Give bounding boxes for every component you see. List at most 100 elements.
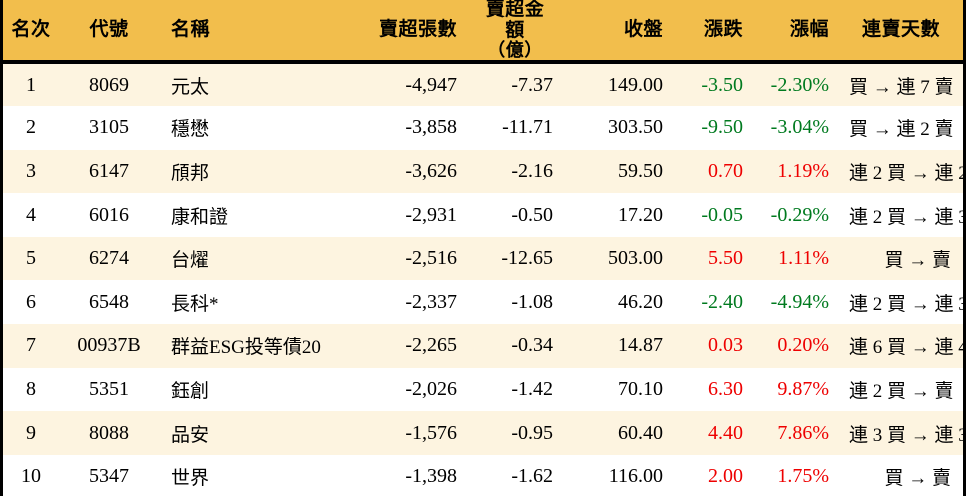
cell-volume: -2,516	[405, 247, 457, 270]
cell-close: 149.00	[608, 73, 663, 96]
cell-name: 穩懋	[171, 119, 210, 141]
cell-amount: -7.37	[511, 73, 553, 96]
cell-code: 6016	[89, 203, 129, 226]
cell-close: 116.00	[608, 465, 663, 488]
cell-change: -3.50	[701, 73, 743, 96]
header-row: 名次 代號 名稱 賣超張數 賣超金額 （億） 收盤 漲跌 漲幅 連賣天數	[3, 0, 963, 65]
cell-close: 303.50	[608, 116, 663, 139]
cell-days: 連 2 買 → 連 3 賣	[849, 293, 966, 315]
table-body: 1 8069 元太 -4,947 -7.37 149.00 -3.50 -2.30% 買 → 連…	[3, 62, 966, 498]
cell-code: 00937B	[77, 334, 141, 357]
table-row[interactable]: 3 6147 頎邦 -3,626 -2.16 59.50 0.70 1.19% 連 2 買 → …	[3, 149, 966, 194]
cell-name: 群益ESG投等債20	[171, 337, 321, 359]
table-row[interactable]: 5 6274 台燿 -2,516 -12.65 503.00 5.50 1.11% 買 → 賣	[3, 236, 963, 281]
cell-amount: -1.42	[511, 377, 553, 400]
cell-close: 60.40	[618, 421, 663, 444]
column-header-code: 代號	[65, 0, 153, 65]
cell-days: 買 → 賣	[884, 468, 951, 490]
cell-name: 世界	[171, 468, 210, 490]
cell-amount: -2.16	[511, 159, 553, 182]
cell-code: 6548	[89, 290, 129, 313]
cell-days: 連 3 買 → 連 3 賣	[849, 424, 966, 446]
cell-change-pct: -2.30%	[770, 73, 829, 96]
cell-rank: 6	[26, 290, 36, 313]
table-row[interactable]: 1 8069 元太 -4,947 -7.37 149.00 -3.50 -2.30% 買 → 連…	[3, 62, 963, 107]
cell-volume: -2,026	[405, 377, 457, 400]
cell-days: 連 2 買 → 連 3 賣	[849, 206, 966, 228]
cell-change-pct: 7.86%	[777, 421, 829, 444]
cell-amount: -1.62	[511, 465, 553, 488]
table-row[interactable]: 9 8088 品安 -1,576 -0.95 60.40 4.40 7.86% 連 3 買 → …	[3, 411, 966, 455]
cell-close: 59.50	[618, 159, 663, 182]
cell-close: 17.20	[618, 203, 663, 226]
table-row[interactable]: 2 3105 穩懋 -3,858 -11.71 303.50 -9.50 -3.04% 買 → …	[3, 106, 963, 150]
cell-code: 8069	[89, 73, 129, 96]
table-row[interactable]: 4 6016 康和證 -2,931 -0.50 17.20 -0.05 -0.29% 連 2 買…	[3, 193, 966, 237]
cell-name: 康和證	[171, 206, 229, 228]
cell-code: 3105	[89, 116, 129, 139]
cell-change-pct: -3.04%	[770, 116, 829, 139]
column-header-amount-line1: 賣超金額	[485, 0, 545, 41]
column-header-close: 收盤	[563, 0, 673, 65]
cell-change: 4.40	[708, 421, 743, 444]
cell-rank: 7	[26, 334, 36, 357]
cell-rank: 2	[26, 116, 36, 139]
cell-change: 2.00	[708, 465, 743, 488]
cell-change-pct: -0.29%	[770, 203, 829, 226]
cell-volume: -2,265	[405, 334, 457, 357]
cell-rank: 3	[26, 159, 36, 182]
table-row[interactable]: 8 5351 鈺創 -2,026 -1.42 70.10 6.30 9.87% 連 2 買 → …	[3, 367, 963, 412]
cell-close: 14.87	[618, 334, 663, 357]
cell-name: 品安	[171, 424, 210, 446]
column-header-days: 連賣天數	[839, 0, 963, 65]
cell-change: 6.30	[708, 377, 743, 400]
cell-days: 買 → 連 2 賣	[849, 119, 954, 141]
cell-rank: 9	[26, 421, 36, 444]
table-row[interactable]: 6 6548 長科* -2,337 -1.08 46.20 -2.40 -4.94% 連 2 買…	[3, 280, 966, 325]
cell-name: 長科*	[171, 293, 219, 315]
cell-code: 5347	[89, 465, 129, 488]
cell-amount: -0.50	[511, 203, 553, 226]
cell-volume: -2,931	[405, 203, 457, 226]
cell-code: 6147	[89, 159, 129, 182]
sell-ranking-table: 名次 代號 名稱 賣超張數 賣超金額 （億） 收盤 漲跌 漲幅 連賣天數 1 80…	[3, 0, 966, 498]
cell-change-pct: 0.20%	[777, 334, 829, 357]
cell-code: 8088	[89, 421, 129, 444]
column-header-change-pct: 漲幅	[753, 0, 839, 65]
cell-rank: 10	[21, 465, 41, 488]
cell-days: 連 2 買 → 賣	[849, 380, 954, 402]
cell-change: -2.40	[701, 290, 743, 313]
column-header-name: 名稱	[153, 0, 335, 65]
cell-days: 買 → 賣	[884, 250, 951, 272]
cell-volume: -3,858	[405, 116, 457, 139]
cell-change: 0.70	[708, 159, 743, 182]
cell-change-pct: 1.19%	[777, 159, 829, 182]
table-row[interactable]: 10 5347 世界 -1,398 -1.62 116.00 2.00 1.75% 買 → 賣	[3, 454, 963, 498]
cell-volume: -3,626	[405, 159, 457, 182]
cell-change-pct: 1.11%	[778, 247, 829, 270]
cell-rank: 1	[26, 73, 36, 96]
cell-change: -9.50	[701, 116, 743, 139]
cell-close: 70.10	[618, 377, 663, 400]
cell-volume: -2,337	[405, 290, 457, 313]
cell-amount: -0.95	[511, 421, 553, 444]
column-header-volume: 賣超張數	[335, 0, 467, 65]
table-row[interactable]: 7 00937B 群益ESG投等債20 -2,265 -0.34 14.87 0.03 0.2…	[3, 324, 966, 368]
cell-amount: -1.08	[511, 290, 553, 313]
cell-change: 0.03	[708, 334, 743, 357]
cell-days: 買 → 連 7 賣	[849, 76, 954, 98]
cell-name: 頎邦	[171, 162, 210, 184]
column-header-change: 漲跌	[673, 0, 753, 65]
cell-change-pct: 9.87%	[777, 377, 829, 400]
cell-change-pct: 1.75%	[777, 465, 829, 488]
cell-amount: -11.71	[502, 116, 553, 139]
cell-rank: 8	[26, 377, 36, 400]
cell-amount: -12.65	[501, 247, 553, 270]
cell-code: 6274	[89, 247, 129, 270]
cell-days: 連 6 買 → 連 4 賣	[849, 337, 966, 359]
cell-volume: -1,398	[405, 465, 457, 488]
cell-volume: -1,576	[405, 421, 457, 444]
cell-rank: 5	[26, 247, 36, 270]
table-header: 名次 代號 名稱 賣超張數 賣超金額 （億） 收盤 漲跌 漲幅 連賣天數	[3, 0, 963, 65]
